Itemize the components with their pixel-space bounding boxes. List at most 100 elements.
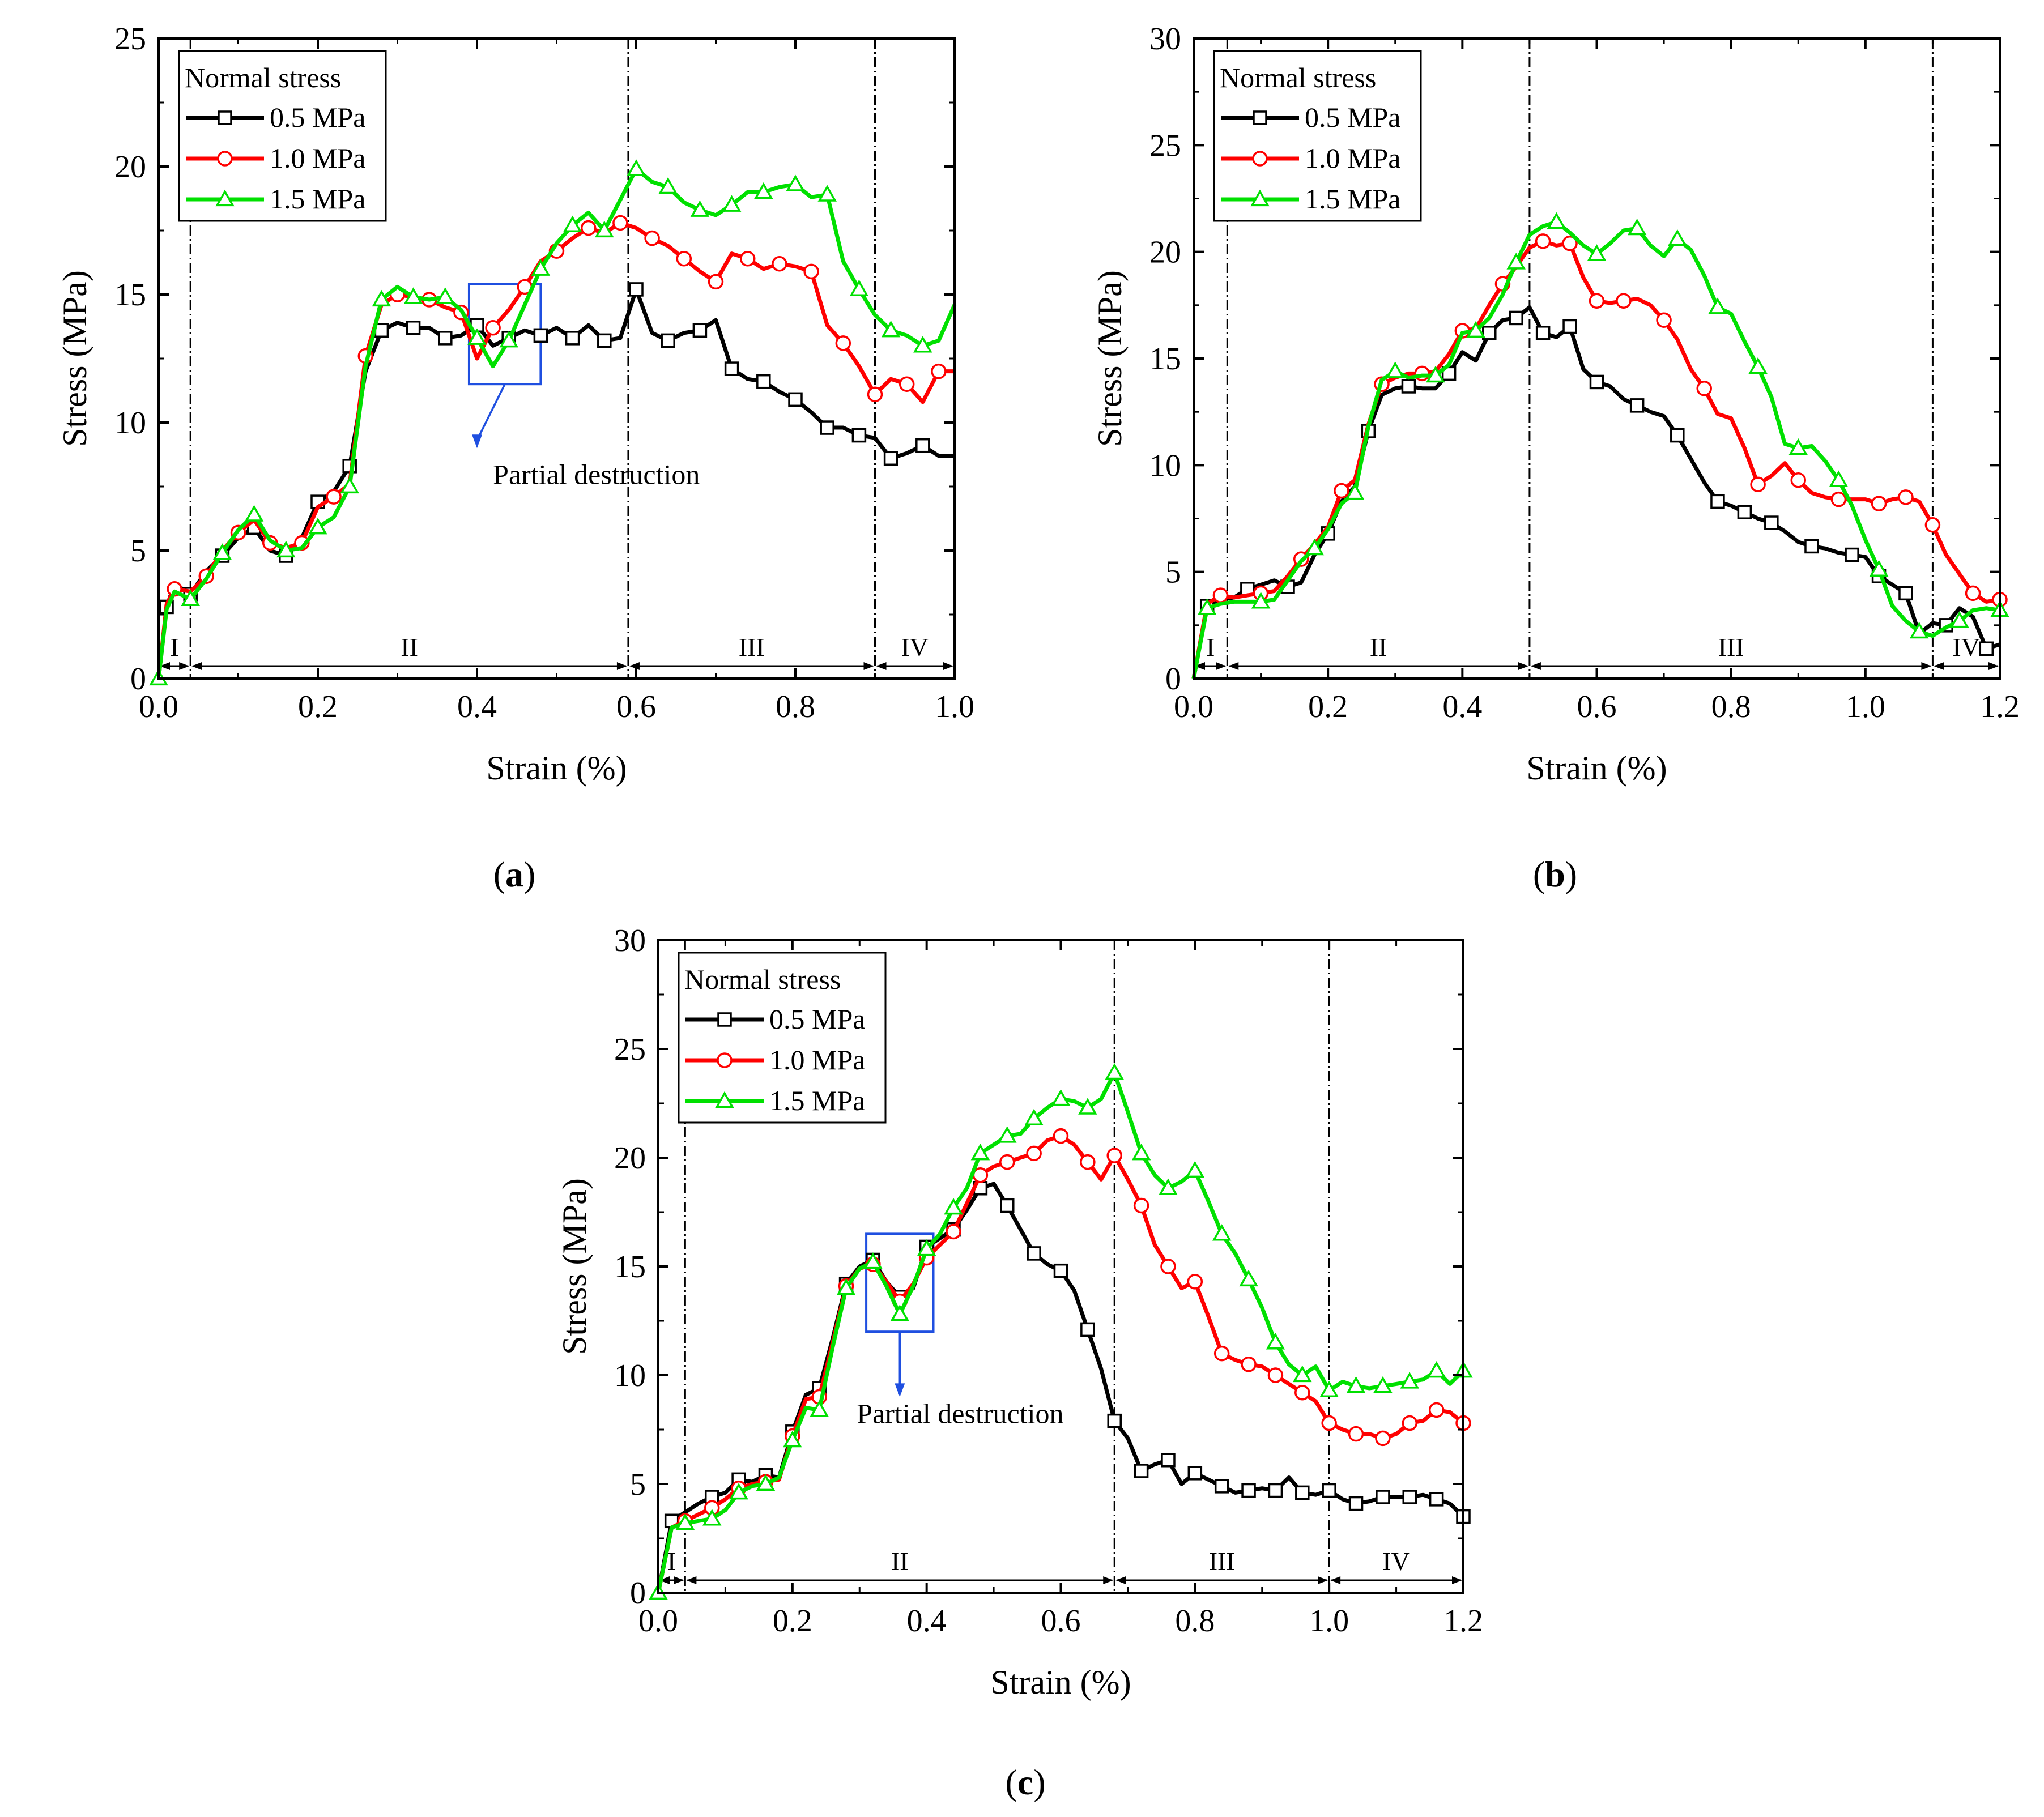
data-point-marker [898, 376, 915, 392]
legend-label: 1.5 MPa [1305, 183, 1400, 215]
legend-box [1213, 50, 1422, 222]
data-point-marker [1589, 293, 1605, 309]
data-point-marker [849, 279, 869, 297]
data-point-marker [1026, 1145, 1042, 1162]
legend-title: Normal stress [185, 62, 341, 93]
data-point-marker [820, 420, 834, 435]
data-point-marker [1670, 428, 1685, 443]
data-point-marker [1401, 379, 1416, 394]
data-point-marker [890, 1304, 910, 1321]
y-tick-label: 10 [114, 406, 146, 441]
data-point-marker [1319, 1380, 1339, 1397]
y-tick-label: 20 [1149, 235, 1181, 270]
data-point-marker [835, 335, 851, 351]
y-axis-title: Stress (MPa) [556, 1178, 593, 1355]
data-point-marker [817, 185, 837, 202]
data-point-marker [1241, 1483, 1256, 1498]
stage-arrowhead [191, 662, 202, 670]
annotation-text: Partial destruction [493, 458, 700, 490]
stage-arrowhead [943, 662, 953, 670]
data-point-marker [436, 287, 455, 304]
stage-label: II [1370, 633, 1387, 662]
data-point-marker [1241, 1357, 1257, 1372]
y-tick-label: 10 [1149, 448, 1181, 483]
data-point-marker [1710, 494, 1725, 509]
data-point-marker [676, 250, 692, 267]
data-point-marker [1562, 235, 1578, 251]
legend-marker [717, 1052, 733, 1068]
series-1-0-MPa [1191, 233, 2008, 679]
data-point-marker [970, 1144, 990, 1161]
data-point-marker [1305, 538, 1325, 556]
series-line [656, 1134, 1465, 1593]
data-point-marker [181, 589, 200, 606]
data-point-marker [810, 1400, 829, 1417]
data-point-marker [786, 174, 805, 191]
data-point-marker [1334, 483, 1349, 499]
y-tick-label: 5 [1165, 555, 1181, 590]
data-point-marker [739, 250, 756, 267]
data-point-marker [1426, 1361, 1446, 1378]
y-tick-label: 25 [1149, 128, 1181, 163]
stage-label: III [1209, 1547, 1235, 1576]
legend-label: 1.5 MPa [769, 1085, 865, 1116]
data-point-marker [1748, 357, 1768, 374]
x-tick-label: 0.6 [1577, 689, 1617, 724]
annotation-arrowhead [895, 1383, 905, 1397]
data-point-marker [1348, 1426, 1364, 1442]
stage-label: III [1718, 633, 1744, 662]
data-point-marker [1482, 326, 1497, 340]
y-tick-label: 5 [630, 1467, 646, 1502]
data-point-marker [1000, 1198, 1015, 1213]
data-point-marker [1239, 1269, 1258, 1287]
annotation-arrowhead [472, 434, 482, 449]
legend-label: 1.0 MPa [769, 1044, 865, 1076]
data-point-marker [1402, 1490, 1417, 1504]
panel-label: (b) [1533, 854, 1577, 894]
legend-title: Normal stress [684, 963, 841, 995]
data-point-marker [1790, 472, 1806, 488]
data-point-marker [406, 321, 421, 335]
data-point-marker [644, 230, 660, 246]
data-point-marker [1829, 470, 1849, 487]
data-point-marker [531, 259, 551, 276]
stage-arrowhead [179, 662, 190, 670]
panel-label: (a) [493, 854, 536, 894]
data-point-marker [1267, 1367, 1284, 1383]
legend-marker [717, 1012, 732, 1027]
y-tick-label: 10 [614, 1358, 646, 1393]
data-point-marker [1133, 1197, 1149, 1214]
x-axis-title: Strain (%) [1526, 749, 1667, 787]
data-point-marker [1587, 244, 1607, 261]
stage-arrowhead [1318, 1576, 1328, 1584]
data-point-marker [690, 200, 710, 217]
data-point-marker [722, 195, 742, 212]
data-point-marker [276, 540, 296, 558]
data-point-marker [597, 333, 612, 348]
series-line [156, 167, 957, 679]
chart-panel-b: I II III IV0.0 0.2 0.4 0.6 0.8 1.0 1.205101520253… [1091, 22, 2020, 894]
legend-marker [215, 189, 235, 207]
x-tick-label: 0.6 [1041, 1603, 1081, 1639]
series-1-0-MPa [656, 1128, 1471, 1593]
series-1-5-MPa [649, 1063, 1473, 1600]
y-tick-label: 15 [1149, 342, 1181, 377]
legend-label: 0.5 MPa [270, 101, 365, 133]
data-point-marker [1535, 233, 1551, 249]
data-point-marker [756, 374, 771, 389]
y-tick-label: 20 [614, 1141, 646, 1176]
data-point-marker [1466, 321, 1485, 338]
x-tick-label: 0.8 [776, 689, 815, 724]
data-point-marker [1898, 586, 1913, 601]
x-tick-label: 0.4 [907, 1603, 947, 1639]
stage-label: I [1206, 633, 1215, 662]
y-axis-title: Stress (MPa) [1091, 270, 1129, 447]
data-point-marker [913, 336, 932, 353]
data-point-marker [1214, 1479, 1229, 1494]
y-tick-label: 0 [130, 662, 146, 697]
data-point-marker [1562, 319, 1577, 334]
data-point-marker [946, 1223, 961, 1240]
